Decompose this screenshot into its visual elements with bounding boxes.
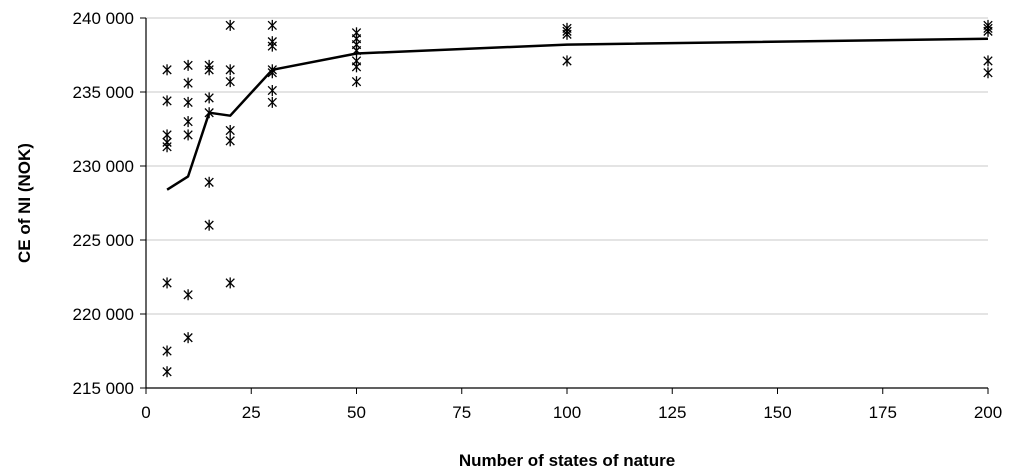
x-tick-label: 25	[242, 403, 261, 422]
star-marker	[562, 55, 572, 67]
star-marker	[204, 64, 214, 76]
star-marker	[183, 289, 193, 301]
y-tick-labels: 215 000 220 000 225 000 230 000 235 000 240 0…	[73, 9, 134, 398]
star-marker	[204, 92, 214, 104]
plot-series	[162, 19, 993, 378]
y-tick-label: 220 000	[73, 305, 134, 324]
x-tick-label: 50	[347, 403, 366, 422]
star-marker	[225, 19, 235, 31]
y-tick-label: 235 000	[73, 83, 134, 102]
star-marker	[267, 40, 277, 52]
star-marker	[351, 61, 362, 73]
star-marker	[183, 332, 193, 344]
star-marker	[267, 96, 277, 108]
star-marker	[162, 95, 172, 107]
star-marker	[183, 59, 193, 71]
star-marker	[162, 64, 172, 76]
y-tick-label: 230 000	[73, 157, 134, 176]
x-tick-label: 75	[452, 403, 471, 422]
x-tick-label: 175	[869, 403, 897, 422]
star-marker	[267, 85, 277, 97]
star-marker	[225, 64, 235, 76]
star-marker	[204, 176, 214, 188]
star-marker	[351, 76, 362, 88]
star-marker	[183, 77, 193, 89]
y-axis-title: CE of NI (NOK)	[15, 143, 34, 263]
star-marker	[162, 345, 172, 357]
star-marker	[183, 129, 193, 141]
star-marker	[225, 277, 235, 289]
y-tick-label: 225 000	[73, 231, 134, 250]
star-marker	[267, 19, 277, 31]
x-axis-title: Number of states of nature	[459, 451, 675, 470]
x-tick-label: 125	[658, 403, 686, 422]
star-marker	[162, 277, 172, 289]
mean-line	[166, 37, 989, 191]
axes	[140, 17, 989, 394]
x-tick-label: 150	[763, 403, 791, 422]
star-marker	[983, 55, 993, 67]
x-tick-label: 100	[553, 403, 581, 422]
grid-lines	[146, 17, 988, 315]
star-marker	[225, 124, 235, 136]
x-tick-label: 200	[974, 403, 1002, 422]
star-marker	[225, 135, 235, 147]
star-marker	[225, 76, 235, 88]
star-marker	[204, 219, 214, 231]
y-tick-label: 240 000	[73, 9, 134, 28]
star-marker	[183, 96, 193, 108]
y-tick-label: 215 000	[73, 379, 134, 398]
star-marker	[983, 67, 993, 79]
x-tick-label: 0	[141, 403, 150, 422]
star-marker	[983, 25, 993, 37]
star-marker	[562, 28, 572, 40]
x-tick-labels: 0 25 50 75 100 125 150 175 200	[141, 403, 1002, 422]
star-marker	[183, 116, 193, 128]
star-marker	[162, 366, 172, 378]
star-marker	[162, 141, 172, 153]
